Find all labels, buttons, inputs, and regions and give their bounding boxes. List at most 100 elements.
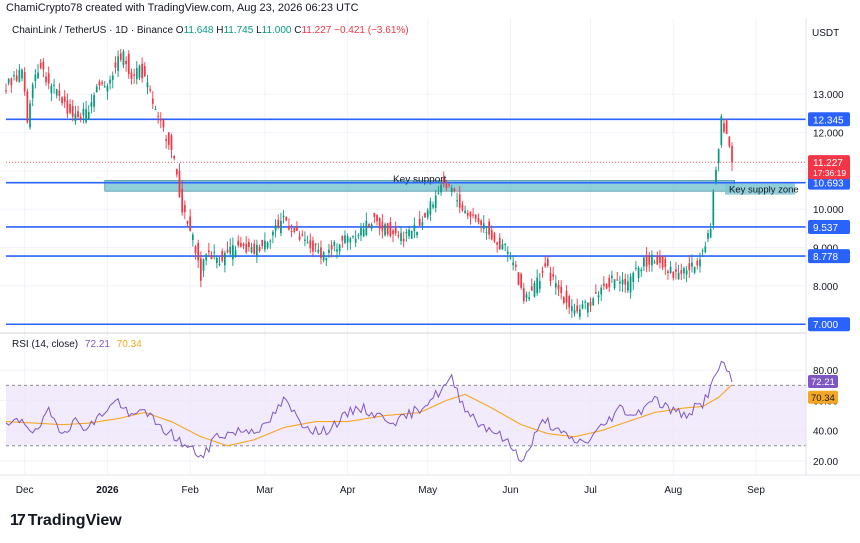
candle-body [149, 89, 151, 91]
candle-body [191, 234, 194, 241]
candle-body [15, 75, 18, 81]
candle-body [122, 51, 125, 65]
candle-body [568, 296, 571, 308]
candle-body [26, 91, 29, 123]
candle-body [237, 240, 240, 246]
candle-body [672, 271, 675, 278]
candle-body [344, 235, 346, 243]
candle-body [146, 82, 149, 88]
current-price-tag [808, 155, 850, 180]
candle-body [119, 53, 122, 60]
close-value: 11.227 [301, 25, 332, 36]
candle-body [445, 184, 448, 189]
candle-body [21, 69, 23, 79]
tradingview-logo[interactable]: 17 TradingView [10, 512, 122, 530]
candle-body [111, 75, 114, 80]
rsi-band [6, 385, 806, 446]
candle-body [517, 272, 520, 285]
open-value: 11.648 [183, 25, 214, 36]
candle-body [298, 236, 301, 240]
candle-body [205, 254, 208, 261]
candle-body [669, 266, 672, 273]
rsi-tick-label: 40.00 [813, 427, 838, 438]
candle-body [250, 246, 253, 253]
candle-body [77, 111, 79, 117]
time-tick-label: Mar [256, 485, 274, 496]
candle-body [498, 237, 501, 250]
candle-body [581, 304, 584, 309]
candle-body [389, 222, 392, 237]
candle-body [199, 258, 202, 281]
candle-body [23, 72, 26, 92]
level-price-tag-text: 9.537 [813, 223, 838, 234]
candle-body [442, 178, 445, 185]
candle-body [562, 297, 565, 303]
time-axis[interactable]: Dec 2026 Feb Mar Apr May Jun Jul Aug Sep [0, 474, 860, 496]
rsi-ma-tag [808, 390, 838, 404]
candle-body [522, 288, 525, 302]
ohlc-high: H11.745 [216, 25, 253, 36]
candle-body [576, 305, 579, 312]
candle-body [450, 187, 453, 192]
candle-body [55, 89, 58, 96]
candle-body [306, 242, 309, 244]
candle-body [728, 136, 731, 147]
candle-body [82, 109, 85, 116]
candle-body [632, 272, 635, 282]
price-tick-label: 12.000 [813, 129, 844, 140]
candle-body [309, 240, 312, 249]
candle-body [98, 81, 101, 86]
level-price-tag [808, 317, 850, 332]
candle-body [597, 295, 600, 298]
high-value: 11.745 [223, 25, 254, 36]
candle-body [506, 251, 509, 254]
candle-body [130, 72, 133, 79]
candle-body [29, 103, 31, 128]
rsi-pane [5, 360, 806, 463]
candle-body [165, 139, 168, 141]
candle-body [296, 226, 298, 231]
candle-body [143, 65, 146, 77]
level-price-tag [808, 112, 850, 127]
candle-body [453, 188, 456, 192]
candle-body [613, 279, 616, 289]
rsi-legend: RSI (14, close) 72.21 70.34 [12, 339, 142, 350]
candle-body [213, 252, 216, 254]
candle-body [34, 74, 37, 82]
currency-label[interactable]: USDT [812, 28, 840, 39]
candle-body [173, 155, 176, 159]
symbol-title[interactable]: ChainLink / TetherUS · 1D · Binance [12, 25, 174, 36]
candle-body [637, 267, 640, 279]
candle-body [595, 292, 597, 294]
open-label: O [175, 25, 184, 36]
candle-body [691, 262, 693, 267]
candle-body [215, 257, 218, 264]
candle-body [151, 98, 154, 104]
candle-body [336, 249, 338, 252]
price-axis[interactable]: 13.00012.00011.00010.0009.0008.00012.345… [805, 18, 850, 475]
candle-body [440, 184, 442, 193]
horizontal-levels[interactable] [6, 118, 806, 326]
candle-body [651, 254, 653, 266]
current-price-text: 11.227 [813, 158, 843, 169]
time-tick-label: Apr [340, 485, 356, 496]
rsi-value: 72.21 [84, 339, 110, 350]
time-tick-label: Feb [182, 485, 200, 496]
candle-body [312, 240, 314, 252]
level-price-tag [808, 249, 850, 264]
candle-body [640, 269, 643, 272]
candle-body [709, 228, 712, 238]
candle-body [509, 257, 512, 259]
rsi-ma-line [5, 384, 733, 447]
candle-body [402, 238, 405, 242]
candle-body [611, 275, 613, 279]
candle-body [117, 56, 119, 71]
candle-body [282, 216, 285, 218]
price-change: −0.421 (−3.61%) [334, 25, 409, 36]
candle-body [501, 244, 504, 250]
candle-body [266, 242, 269, 248]
candle-body [570, 306, 573, 312]
rsi-title[interactable]: RSI (14, close) [12, 339, 79, 350]
